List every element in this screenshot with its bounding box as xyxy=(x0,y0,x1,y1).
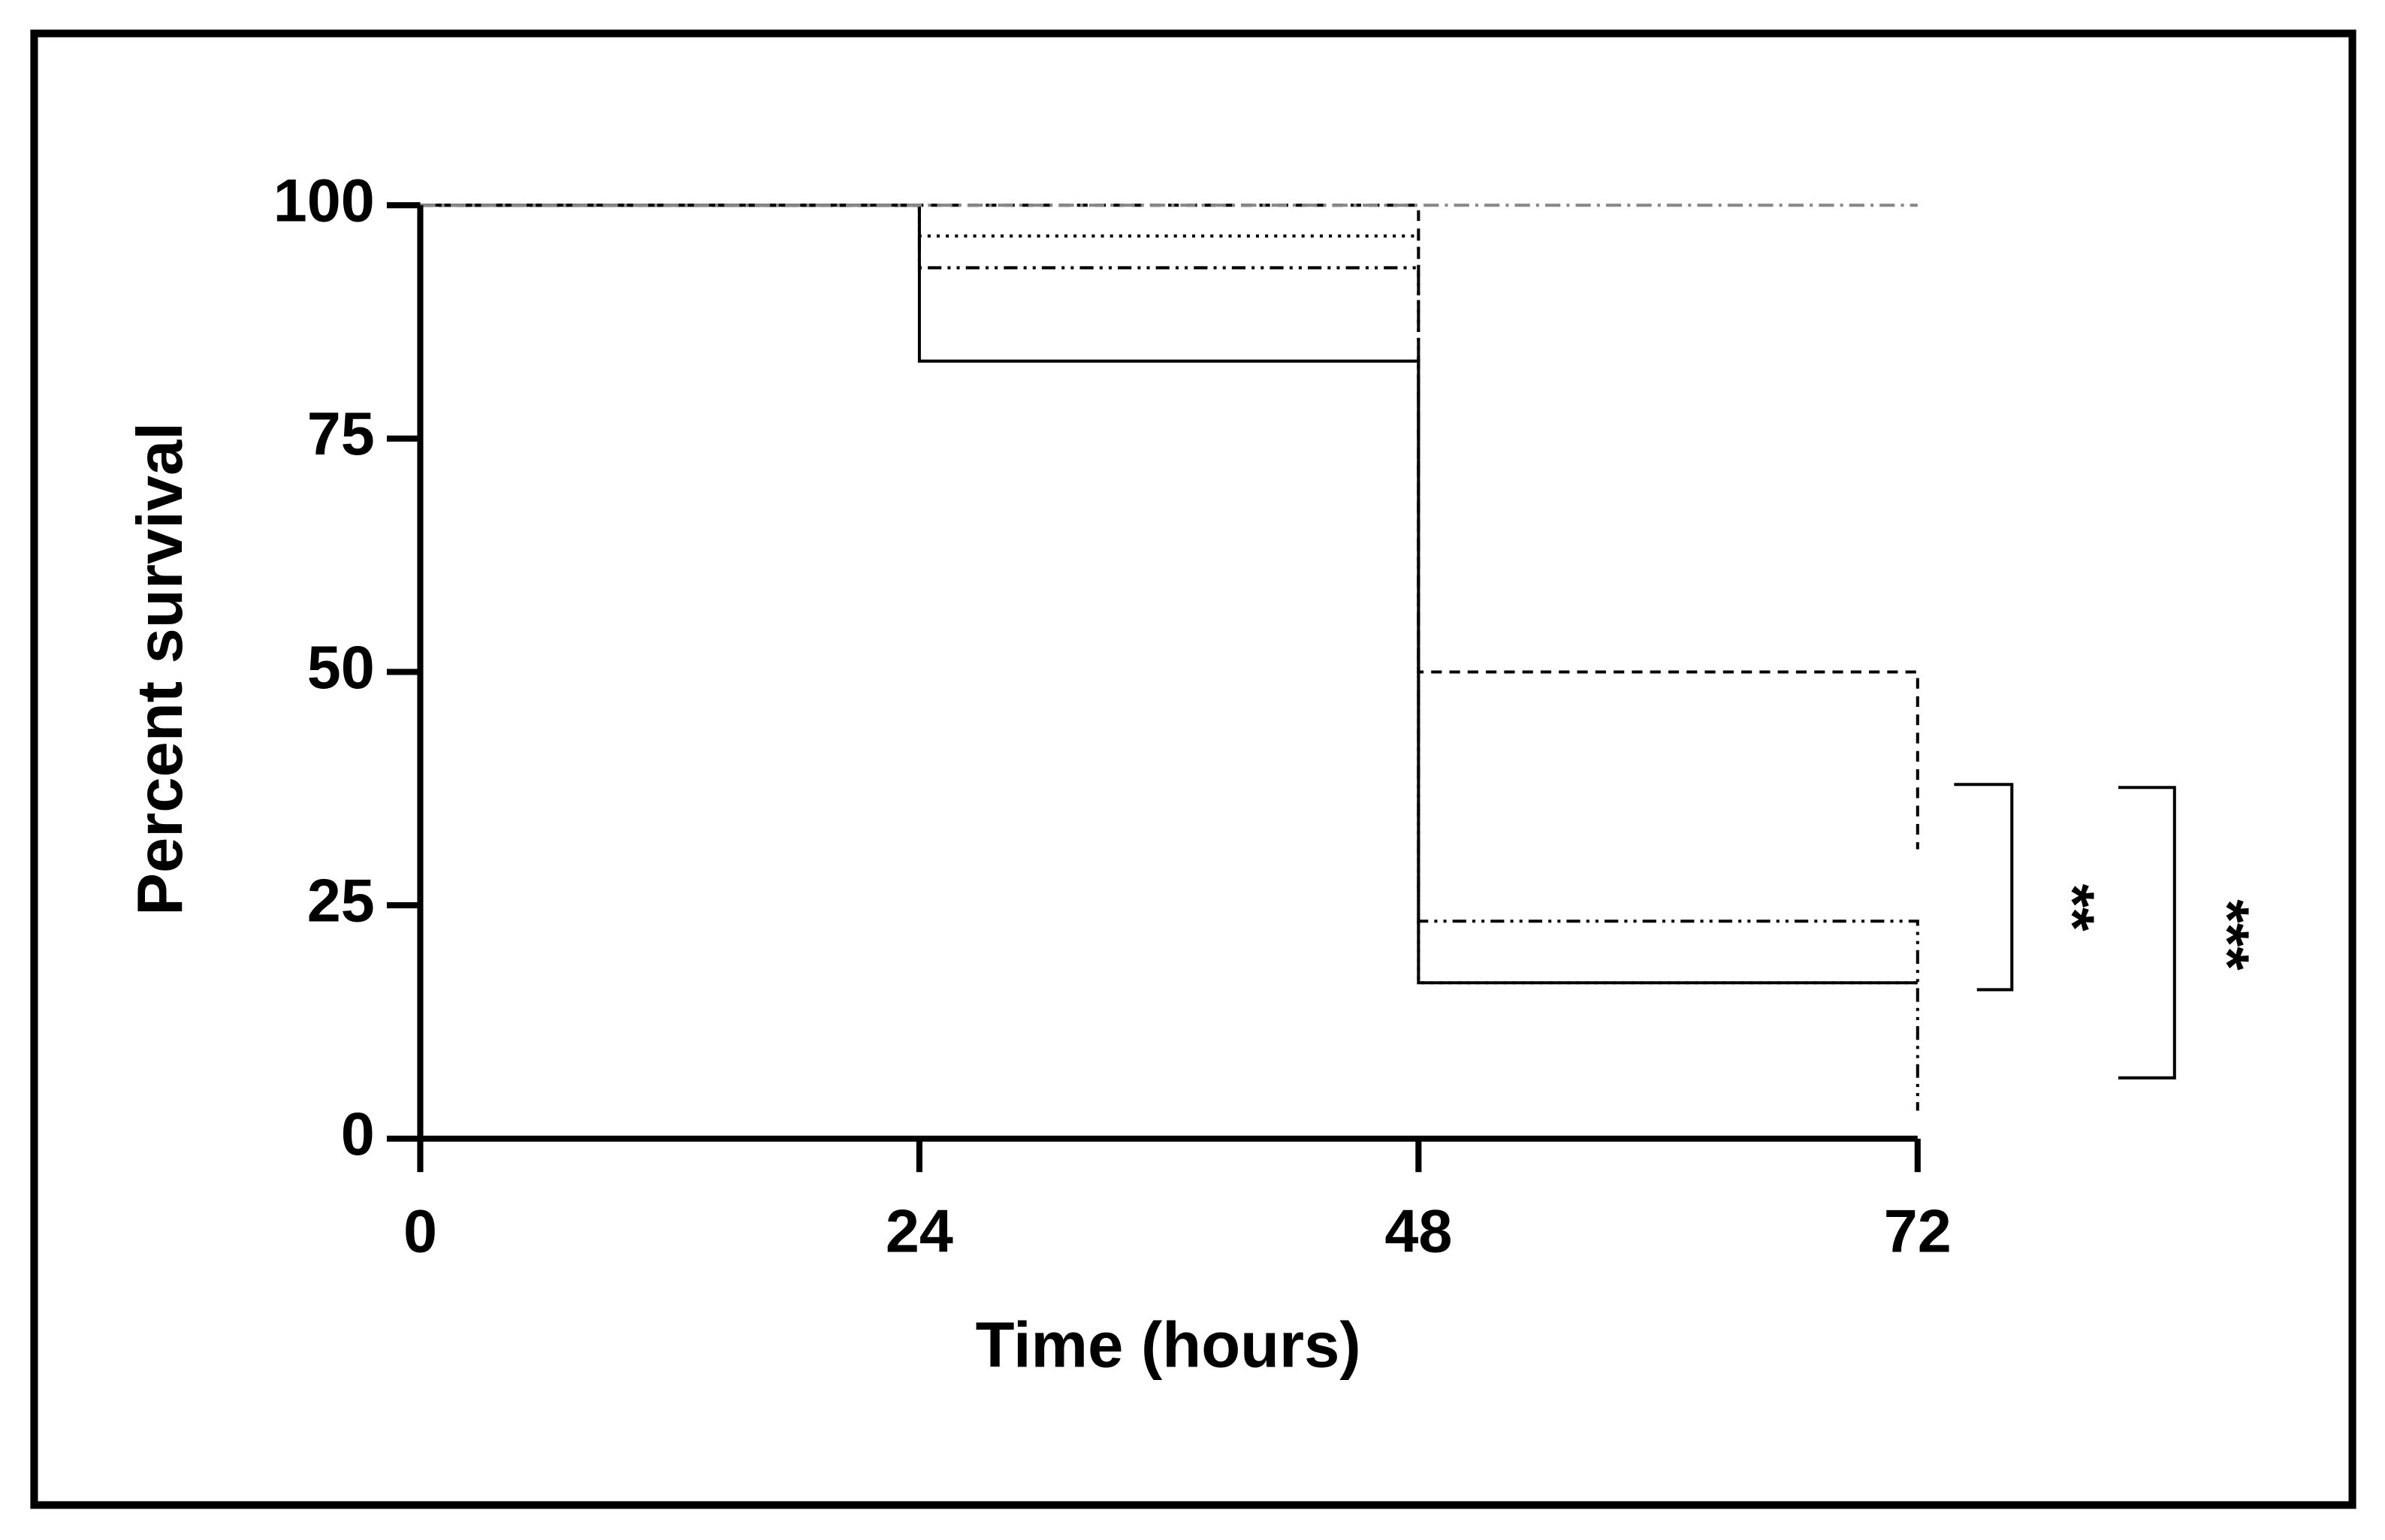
bracket xyxy=(2118,786,2176,1080)
y-tick-label: 0 xyxy=(341,1101,375,1168)
x-tick-label: 24 xyxy=(886,1198,953,1266)
y-tick-label: 50 xyxy=(307,634,375,702)
x-tick-label: 48 xyxy=(1384,1198,1452,1266)
x-tick-label: 0 xyxy=(403,1198,437,1266)
survival-curve xyxy=(420,204,1918,985)
frame xyxy=(30,29,2356,1509)
significance-label: ** xyxy=(2039,884,2106,932)
x-tick-label: 72 xyxy=(1884,1198,1952,1266)
y-tick-label: 25 xyxy=(307,867,375,935)
y-axis-label: Percent survival xyxy=(125,422,196,916)
bracket xyxy=(1954,783,2014,992)
y-tick-label: 100 xyxy=(273,168,375,235)
survival-curve xyxy=(420,204,1919,1111)
survival-curve xyxy=(420,204,1919,850)
brackets xyxy=(1954,783,2176,1080)
survival-curve xyxy=(420,204,1918,985)
x-axis-label: Time (hours) xyxy=(976,1309,1361,1381)
significance-label: *** xyxy=(2193,899,2261,971)
y-tick-label: 75 xyxy=(307,400,375,468)
